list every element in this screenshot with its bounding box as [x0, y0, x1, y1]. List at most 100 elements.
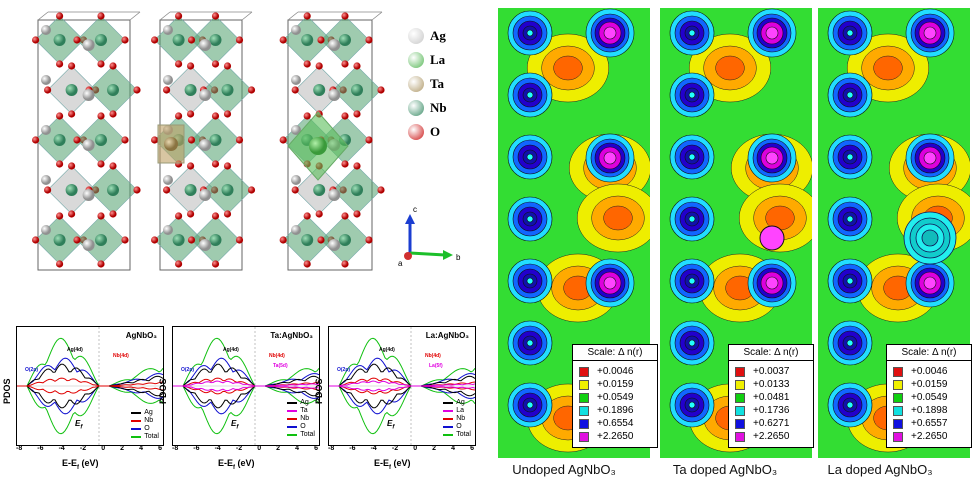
legend-swatch	[131, 428, 142, 430]
o-atom	[97, 112, 105, 120]
tick-label: -8	[172, 445, 179, 452]
o-atom	[175, 212, 183, 220]
nb-atom	[351, 184, 363, 196]
o-atom	[341, 12, 349, 20]
scale-value: +2.2650	[597, 431, 634, 442]
o-atom	[315, 62, 323, 70]
o-atom	[187, 162, 195, 170]
map-caption: La doped AgNbO₃	[827, 462, 933, 477]
atom-density-contour	[603, 276, 617, 290]
o-atom	[68, 162, 76, 170]
pdos-legend-item: Nb	[443, 415, 471, 423]
nb-atom	[339, 234, 351, 246]
pdos-annotation: Nb(4d)	[269, 353, 285, 359]
o-atom	[211, 160, 220, 168]
atom-ball-icon	[408, 28, 424, 44]
tick-label: -4	[370, 445, 377, 452]
pdos-legend-item: Nb	[287, 415, 315, 423]
pdos-curve-nb	[17, 385, 163, 395]
scale-color-chip	[893, 379, 903, 390]
crystal-structures: c a b Ag La Ta Nb O	[0, 0, 470, 300]
o-atom	[56, 12, 64, 20]
pdos-title: La:AgNbO₃	[425, 331, 469, 340]
tick-label: -4	[58, 445, 65, 452]
pdos-annotation: O(2p)	[181, 367, 195, 373]
o-atom	[187, 110, 195, 118]
scale-header: Scale: Δ n(r)	[573, 345, 657, 361]
atom-density-contour	[923, 26, 937, 40]
atom-density-contour	[603, 151, 617, 165]
pdos-title: Ta:AgNbO₃	[270, 331, 313, 340]
ag-atom	[199, 139, 212, 151]
pdos-legend-label: Total	[456, 431, 471, 438]
xlabel-sub: f	[389, 464, 392, 471]
ag-atom	[41, 75, 51, 85]
scale-value: +0.0046	[597, 366, 634, 377]
ag-atom	[163, 25, 173, 35]
nb-atom	[107, 84, 119, 96]
pdos-legend-item: Ta	[287, 407, 315, 415]
pdos-annotation: La(5f)	[429, 363, 443, 369]
scale-legend: Scale: Δ n(r) +0.0046 +0.0159 +0.0549 +0.189…	[886, 344, 972, 448]
o-atom	[223, 62, 232, 70]
axis-b-label: b	[456, 253, 461, 262]
atom-density-contour	[923, 276, 937, 290]
pdos-legend-item: O	[131, 425, 159, 433]
scale-color-chip	[579, 366, 589, 377]
o-atom	[377, 186, 385, 194]
ag-atom	[199, 39, 212, 51]
tick-label: 6	[314, 445, 318, 452]
scale-value: +0.0037	[753, 366, 790, 377]
legend-swatch	[131, 412, 142, 414]
o-atom	[365, 236, 373, 244]
o-atom	[353, 62, 361, 70]
nb-atom	[53, 34, 66, 46]
tick-label: 0	[257, 445, 262, 452]
o-atom	[235, 136, 244, 144]
atom-legend-item: O	[408, 120, 447, 144]
pdos-legend-label: La	[456, 407, 464, 414]
o-atom	[377, 86, 385, 94]
o-atom	[187, 36, 196, 44]
nb-atom	[221, 184, 234, 196]
o-atom	[56, 212, 64, 220]
tick-label: -4	[214, 445, 221, 452]
o-atom	[31, 136, 40, 144]
scale-color-chip	[735, 392, 745, 403]
ag-atom	[291, 175, 301, 185]
low-density-region	[603, 205, 633, 231]
scale-row: +0.0046	[893, 365, 965, 378]
scale-value: +0.1896	[597, 405, 634, 416]
scale-color-chip	[735, 431, 745, 442]
atom-density-contour	[526, 401, 534, 409]
pdos-ticks: -8 -6 -4 -2 0 2 4 6	[16, 445, 162, 452]
fermi-label-main: E	[75, 419, 81, 428]
tick-label: 6	[158, 445, 162, 452]
legend-swatch	[443, 402, 454, 404]
axis-a-label: a	[398, 259, 403, 268]
crystal-structure-2	[151, 11, 256, 271]
pdos-legend-label: Nb	[300, 415, 310, 422]
nb-atom	[221, 84, 234, 96]
o-atom	[365, 136, 373, 144]
pdos-legend-label: Ag	[456, 399, 465, 406]
o-atom	[97, 212, 105, 220]
pdos-legend-label: Nb	[456, 415, 466, 422]
legend-swatch	[443, 434, 454, 436]
tick-label: -2	[79, 445, 87, 452]
nb-atom	[313, 84, 326, 96]
o-atom	[175, 112, 183, 120]
pdos-annotation: Nb(4d)	[113, 353, 129, 359]
atom-density-contour	[526, 339, 534, 347]
tick-label: -8	[16, 445, 23, 452]
o-atom	[56, 260, 64, 268]
pdos-legend-label: O	[300, 423, 306, 430]
xlabel-main: E-E	[62, 458, 78, 468]
ag-atom	[163, 225, 173, 235]
pdos-legend-label: Ag	[300, 399, 309, 406]
pdos-legend-label: Nb	[144, 417, 154, 424]
pdos-ylabel: PDOS	[158, 378, 168, 404]
scale-row: +0.0159	[579, 378, 651, 391]
pdos-curve-o	[329, 385, 475, 415]
pdos-legend: Ag Nb O Total	[131, 409, 159, 441]
